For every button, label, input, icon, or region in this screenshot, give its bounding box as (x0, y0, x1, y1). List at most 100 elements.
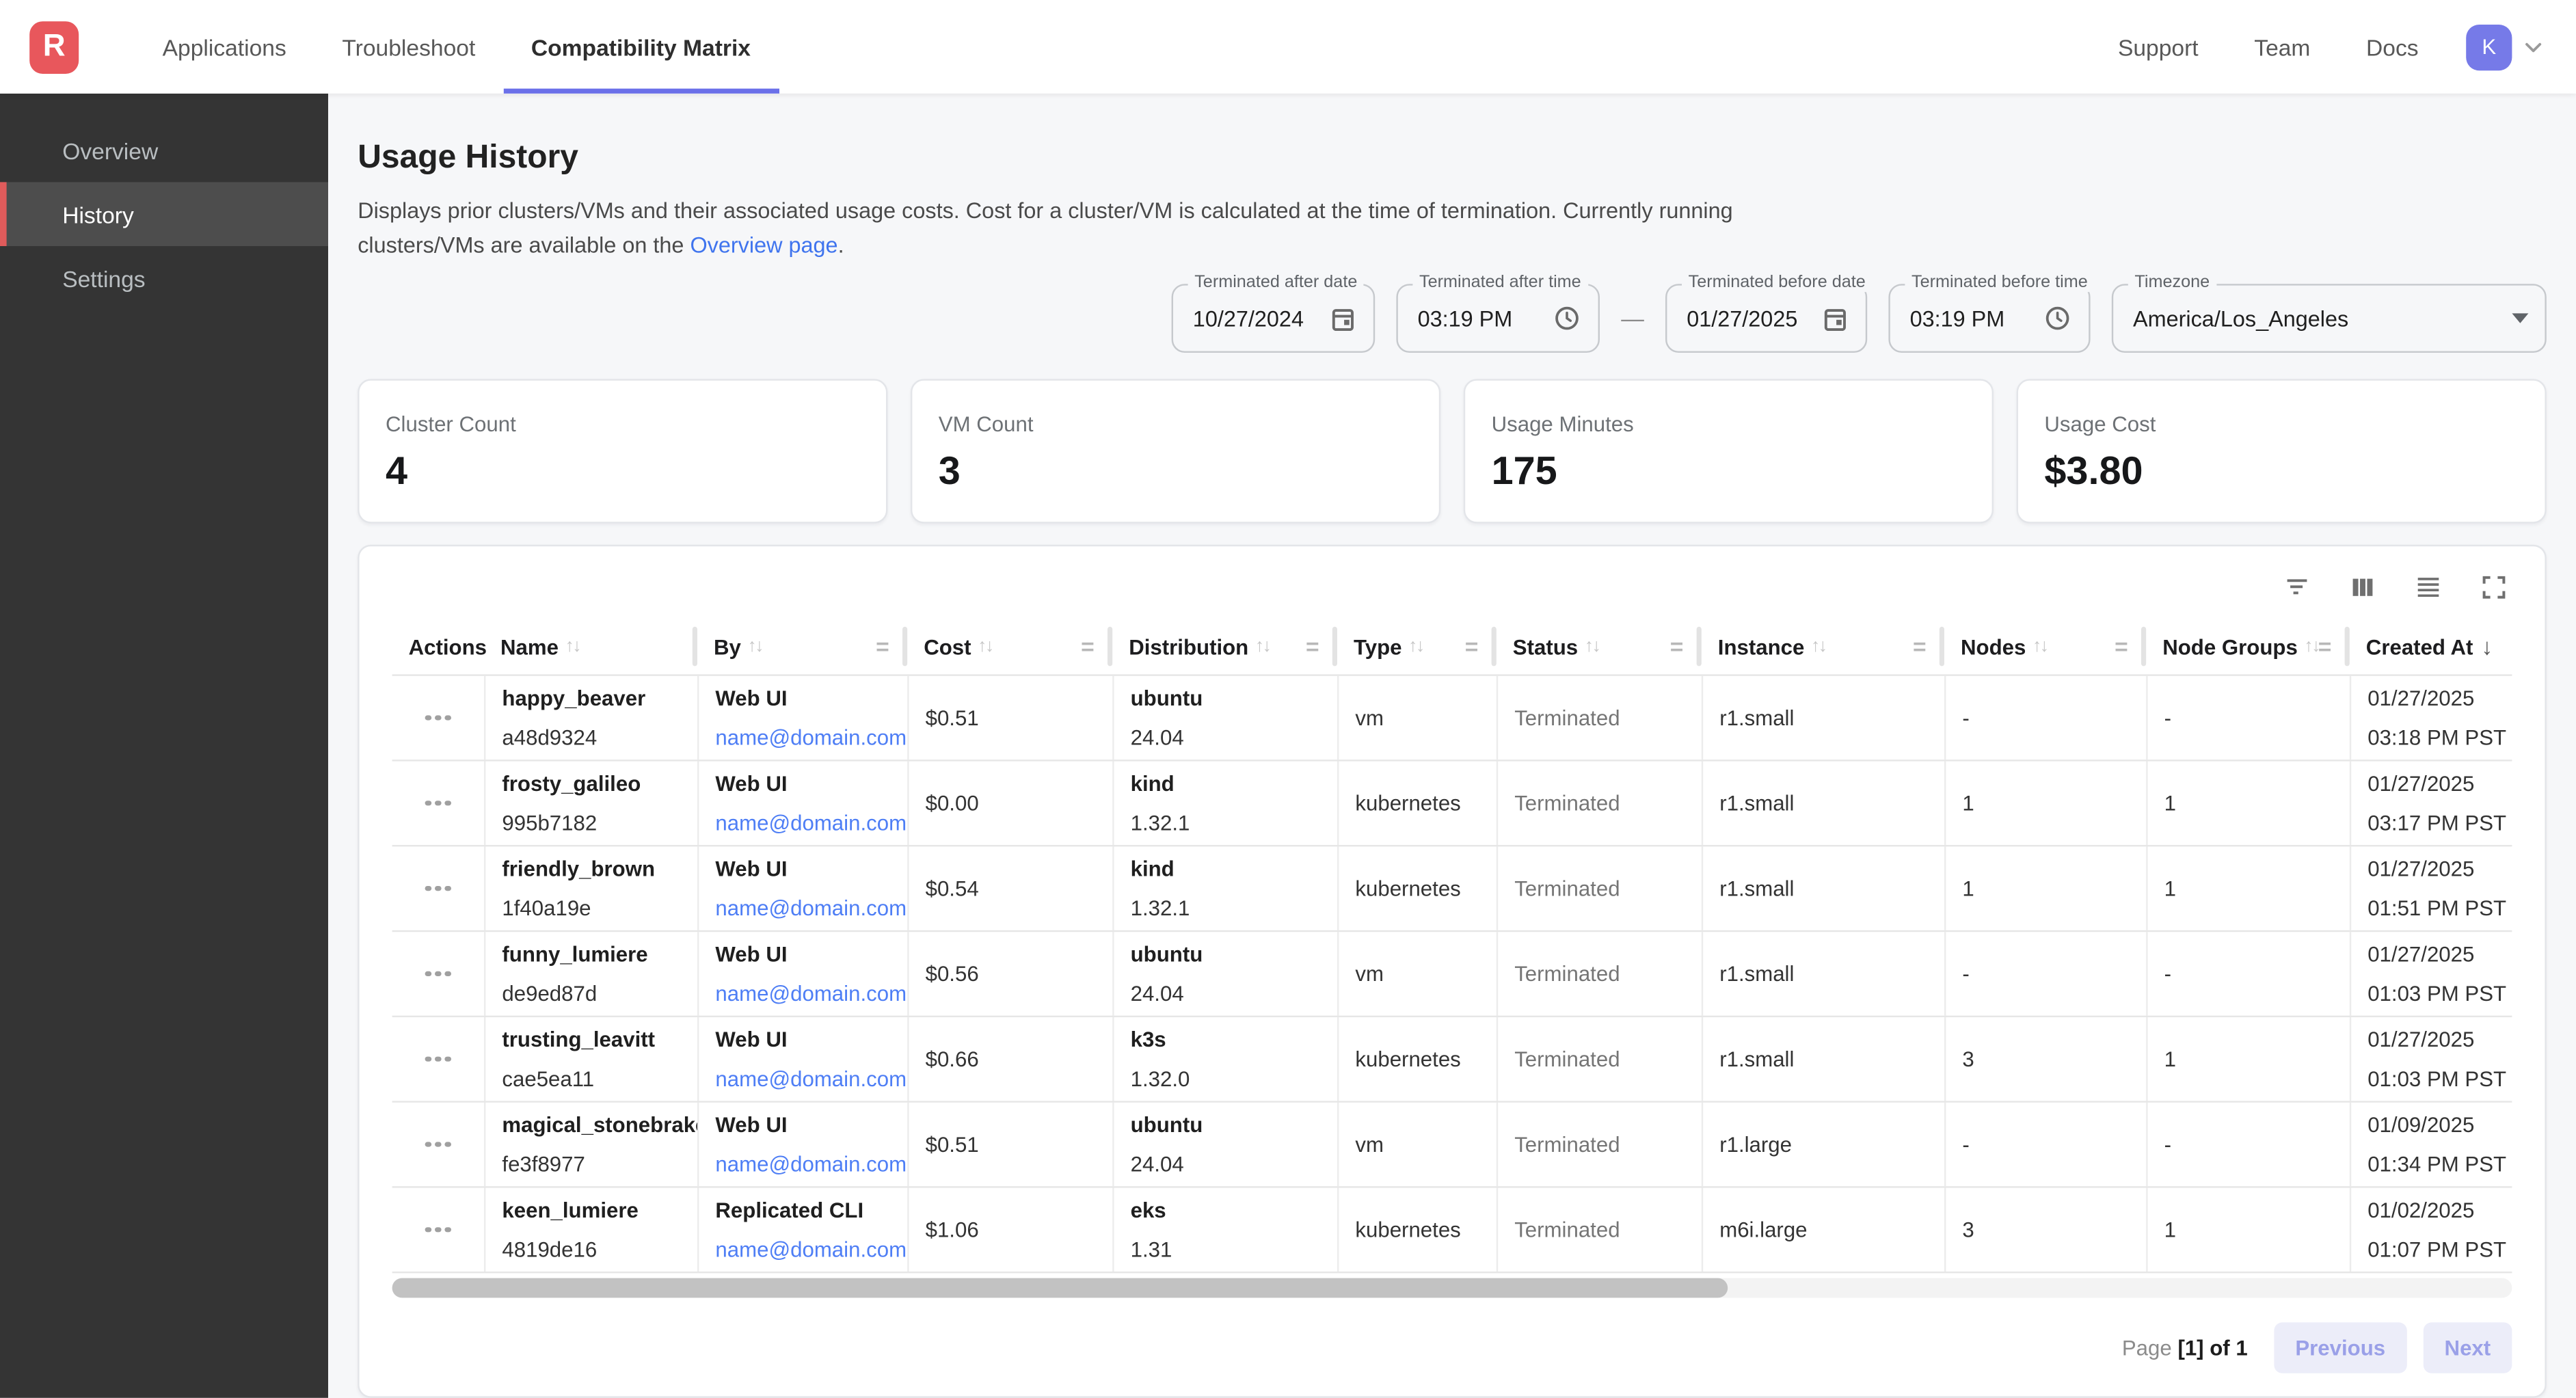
column-separator[interactable] (1939, 626, 1944, 667)
column-separator[interactable] (1696, 626, 1702, 667)
cell-node-groups: - (2146, 675, 2350, 760)
column-menu-icon[interactable]: = (1912, 633, 1927, 660)
filter-icon[interactable] (2282, 573, 2311, 602)
cell-node-groups: 1 (2146, 761, 2350, 845)
cell-line1: Web UI (715, 1112, 788, 1138)
cell-value: r1.small (1719, 1047, 1795, 1072)
cell-name: trusting_leavitt cae5ea11 (484, 1017, 697, 1101)
tab-troubleshoot[interactable]: Troubleshoot (342, 33, 476, 60)
cell-line2[interactable]: name@domain.com (715, 896, 907, 921)
tab-compatibility-matrix[interactable]: Compatibility Matrix (503, 0, 779, 94)
column-header-by[interactable]: By ↑↓ = (697, 619, 908, 675)
cell-line1: keen_lumiere (502, 1198, 639, 1223)
clock-icon[interactable] (1552, 304, 1581, 333)
column-menu-icon[interactable]: = (2318, 633, 2332, 660)
sidebar-item-settings[interactable]: Settings (62, 265, 146, 292)
column-separator[interactable] (2344, 626, 2350, 667)
cell-line1: frosty_galileo (502, 771, 641, 796)
row-actions-button[interactable] (419, 876, 457, 901)
nav-link-docs[interactable]: Docs (2366, 33, 2419, 60)
column-menu-icon[interactable]: = (1464, 633, 1479, 660)
calendar-icon[interactable] (1821, 304, 1849, 332)
next-button[interactable]: Next (2423, 1322, 2512, 1373)
cell-line2[interactable]: name@domain.com (715, 810, 907, 835)
date-range-separator: — (1621, 305, 1644, 332)
column-menu-icon[interactable]: = (1081, 633, 1095, 660)
timezone-select[interactable]: Timezone America/Los_Angeles (2111, 272, 2547, 353)
sort-desc-icon: ↓ (2481, 633, 2493, 660)
column-separator[interactable] (1108, 626, 1113, 667)
nav-link-team[interactable]: Team (2254, 33, 2311, 60)
column-menu-icon[interactable]: = (1669, 633, 1684, 660)
column-separator[interactable] (692, 626, 698, 667)
row-actions-button[interactable] (419, 961, 457, 986)
column-header-nodes[interactable]: Nodes ↑↓ = (1944, 619, 2147, 675)
column-header-cost[interactable]: Cost ↑↓ = (907, 619, 1113, 675)
cell-cost: $0.56 (907, 932, 1112, 1016)
columns-icon[interactable] (2348, 573, 2377, 602)
table-toolbar (392, 559, 2512, 618)
column-header-distribution[interactable]: Distribution ↑↓ = (1112, 619, 1338, 675)
row-actions-button[interactable] (419, 1217, 457, 1242)
clock-icon[interactable] (2043, 304, 2072, 333)
cell-distribution: kind 1.32.1 (1112, 846, 1337, 930)
column-header-name[interactable]: Name ↑↓ (484, 619, 698, 675)
stat-card-cluster-count: Cluster Count 4 (358, 379, 888, 524)
cell-actions (392, 932, 484, 1015)
pagination: Page [1] of 1 Previous Next (392, 1322, 2512, 1373)
column-header-status[interactable]: Status ↑↓ = (1497, 619, 1702, 675)
column-menu-icon[interactable]: = (1305, 633, 1319, 660)
terminated-after-date-field[interactable]: Terminated after date 10/27/2024 (1171, 272, 1376, 353)
cell-line2[interactable]: name@domain.com (715, 1151, 907, 1177)
sidebar-item-history[interactable]: History (0, 182, 329, 246)
scrollbar-thumb[interactable] (392, 1278, 1728, 1298)
cell-name: magical_stonebraker fe3f8977 (484, 1102, 697, 1187)
cell-line2[interactable]: name@domain.com (715, 981, 907, 1006)
chevron-down-icon[interactable] (2520, 33, 2546, 59)
column-separator[interactable] (902, 626, 908, 667)
column-header-instance[interactable]: Instance ↑↓ = (1702, 619, 1944, 675)
avatar[interactable]: K (2466, 23, 2512, 70)
fullscreen-icon[interactable] (2479, 573, 2508, 602)
column-separator[interactable] (1491, 626, 1497, 667)
previous-button[interactable]: Previous (2274, 1322, 2407, 1373)
row-actions-button[interactable] (419, 1131, 457, 1157)
nav-link-support[interactable]: Support (2117, 33, 2199, 60)
column-menu-icon[interactable]: = (2115, 633, 2128, 660)
horizontal-scrollbar[interactable] (392, 1278, 2512, 1298)
column-separator[interactable] (1332, 626, 1338, 667)
column-separator[interactable] (2141, 626, 2147, 667)
cell-line2: 03:17 PM PST (2367, 810, 2507, 835)
cell-value: kubernetes (1355, 876, 1461, 901)
terminated-before-time-field[interactable]: Terminated before time 03:19 PM (1888, 272, 2095, 353)
cell-value: 1 (2164, 1217, 2176, 1242)
cell-value: m6i.large (1719, 1217, 1808, 1242)
cell-line2: 1.31 (1130, 1237, 1172, 1262)
row-actions-button[interactable] (419, 790, 457, 816)
tab-applications[interactable]: Applications (162, 33, 286, 60)
row-actions-button[interactable] (419, 1047, 457, 1072)
column-label: Cost (924, 634, 971, 659)
calendar-icon[interactable] (1329, 304, 1357, 332)
sidebar-item-overview[interactable]: Overview (62, 137, 159, 163)
cell-nodes: 1 (1944, 846, 2146, 930)
cell-value: - (2164, 1132, 2172, 1157)
cell-line2[interactable]: name@domain.com (715, 1237, 907, 1262)
terminated-before-date-field[interactable]: Terminated before date 01/27/2025 (1665, 272, 1873, 353)
column-header-created-at[interactable]: Created At ↓ (2350, 619, 2512, 675)
column-header-type[interactable]: Type ↑↓ = (1337, 619, 1497, 675)
column-header-node-groups[interactable]: Node Groups ↑↓ = (2146, 619, 2350, 675)
cell-line1: ubuntu (1130, 941, 1203, 967)
table-row: keen_lumiere 4819de16 Replicated CLI name@d… (392, 1186, 2512, 1272)
stat-value: $3.80 (2044, 449, 2143, 494)
overview-page-link[interactable]: Overview page (690, 232, 838, 258)
cell-line2[interactable]: name@domain.com (715, 1066, 907, 1092)
terminated-after-time-field[interactable]: Terminated after time 03:19 PM (1396, 272, 1600, 353)
density-icon[interactable] (2413, 573, 2443, 602)
brand-logo[interactable]: R (29, 21, 79, 73)
description-line2: clusters/VMs are available on the (358, 232, 690, 258)
row-actions-button[interactable] (419, 705, 457, 730)
cell-line2[interactable]: name@domain.com (715, 725, 907, 750)
column-menu-icon[interactable]: = (876, 633, 889, 660)
cell-value: r1.small (1719, 876, 1795, 901)
